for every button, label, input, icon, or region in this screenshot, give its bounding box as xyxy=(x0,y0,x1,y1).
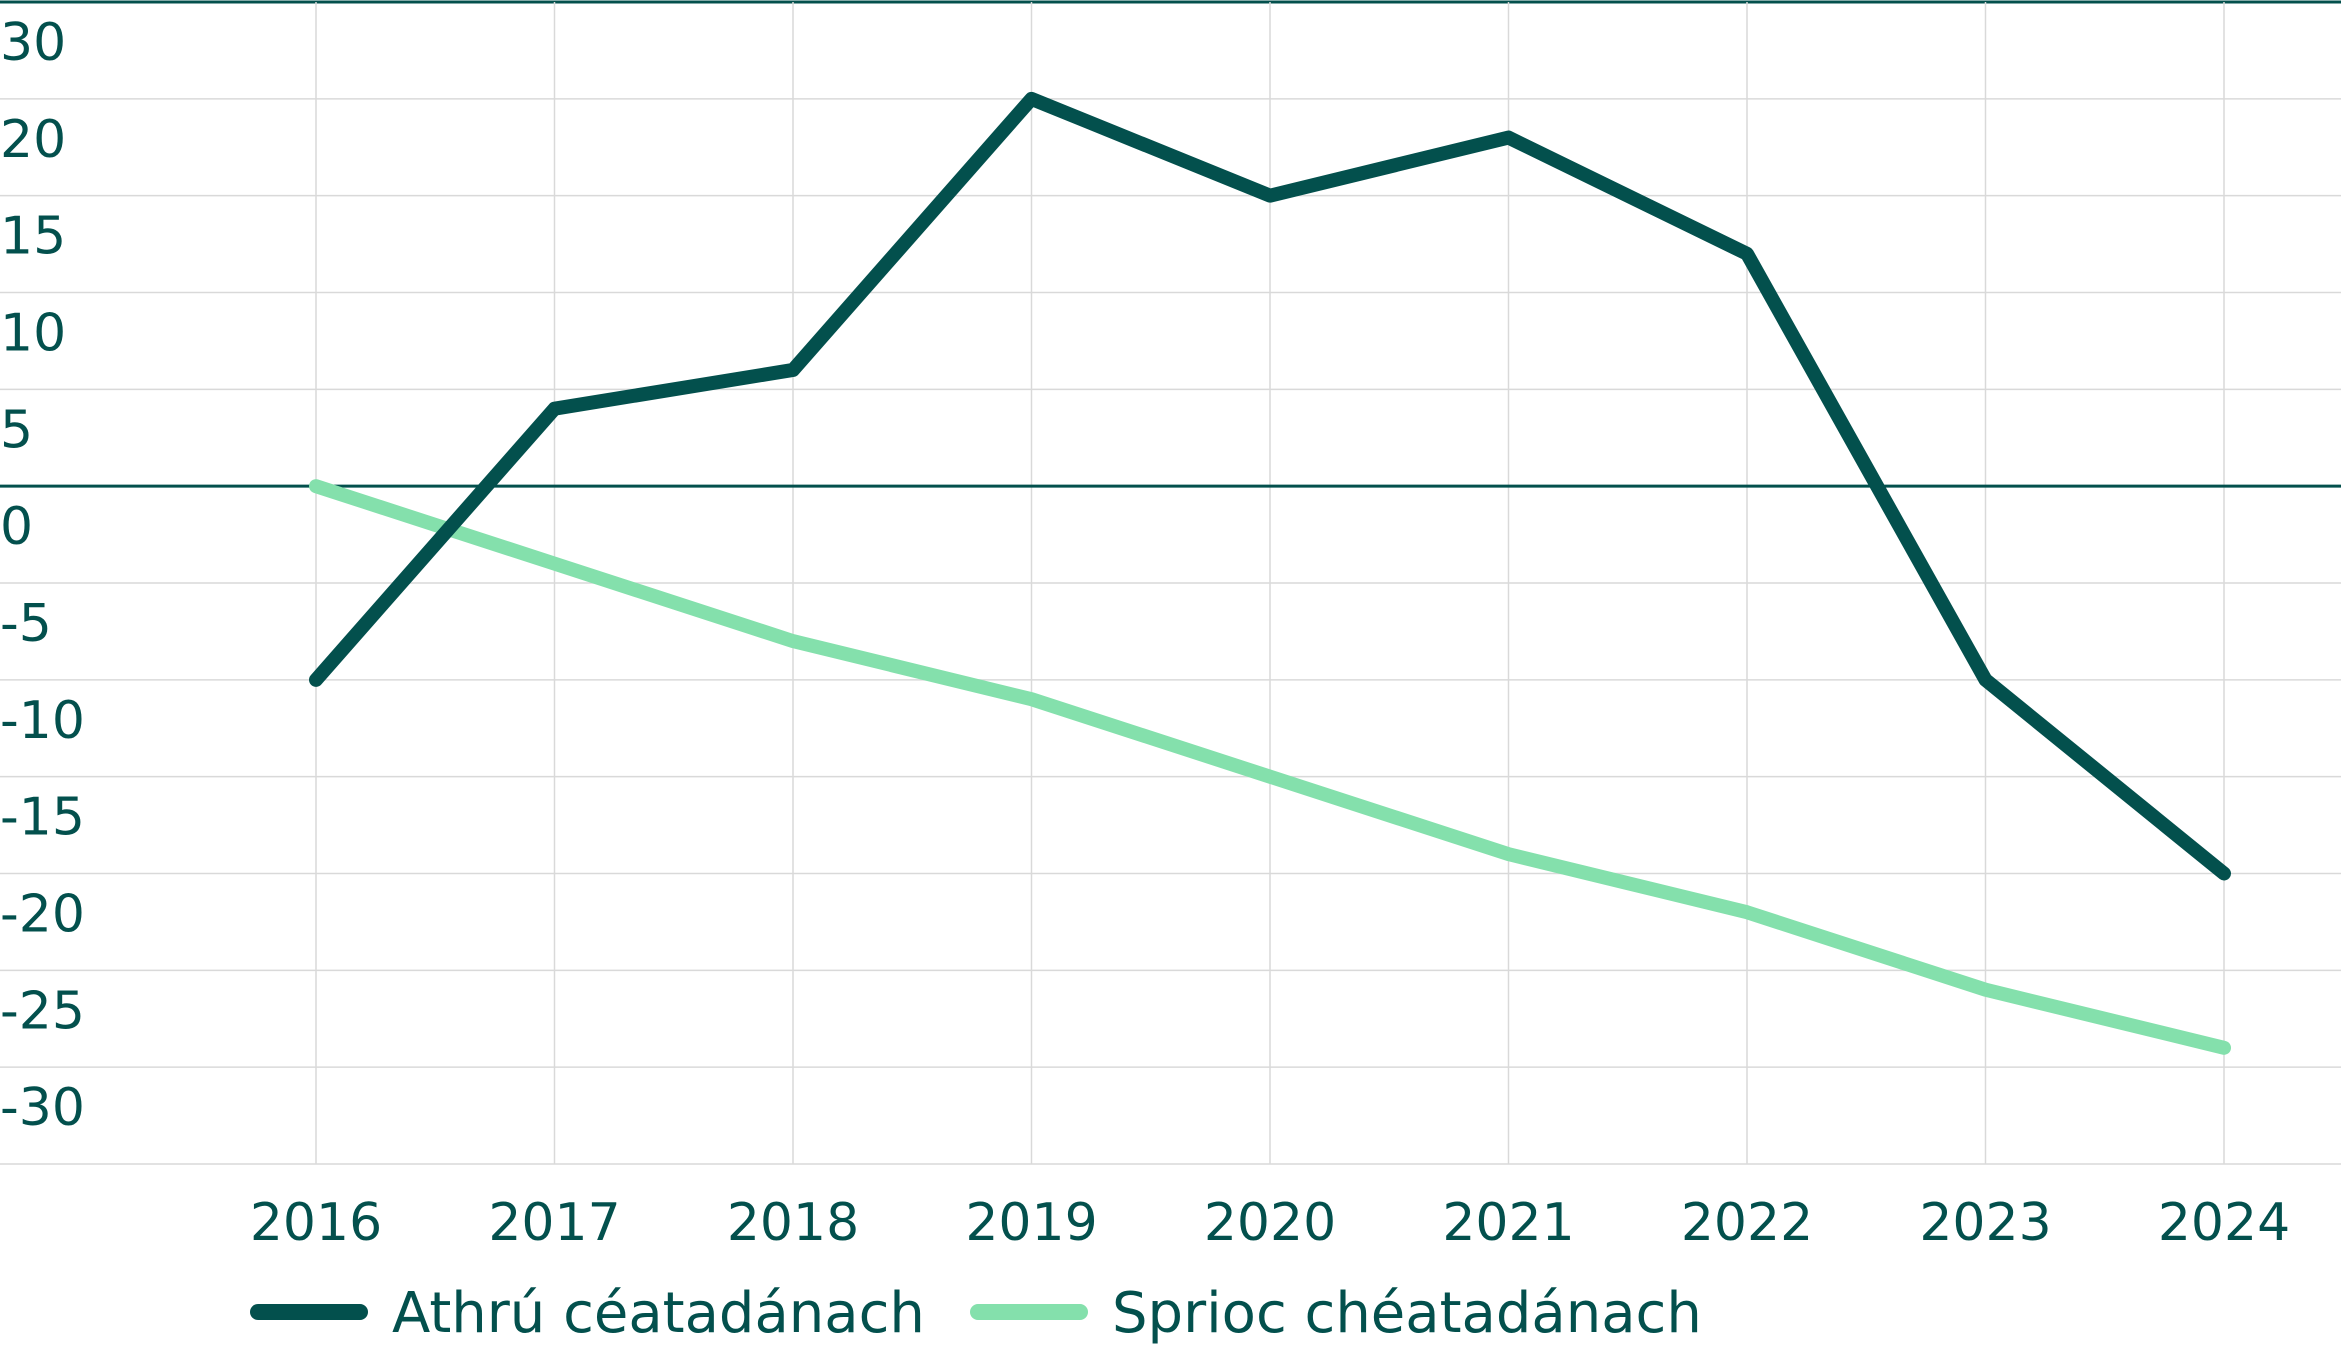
x-tick-label: 2021 xyxy=(1442,1193,1574,1253)
legend: Athrú céatadánach Sprioc chéatadánach xyxy=(250,1281,1702,1346)
grid-lines xyxy=(0,0,2341,1165)
y-tick-label: 5 xyxy=(0,400,33,460)
legend-label: Athrú céatadánach xyxy=(392,1281,925,1346)
y-tick-label: 10 xyxy=(0,304,66,364)
series-lines xyxy=(309,91,2231,1055)
series-line xyxy=(309,479,2231,1055)
x-tick-label: 2020 xyxy=(1204,1193,1336,1253)
y-axis-tick-labels: 30 20 15 10 5 0 -5 -10 -15 -20 -25 -30 xyxy=(0,13,85,1138)
x-tick-label: 2022 xyxy=(1681,1193,1813,1253)
legend-label: Sprioc chéatadánach xyxy=(1112,1281,1702,1346)
legend-item: Athrú céatadánach xyxy=(250,1281,925,1346)
x-tick-label: 2016 xyxy=(250,1193,382,1253)
x-tick-label: 2023 xyxy=(1919,1193,2051,1253)
y-tick-label: 30 xyxy=(0,13,66,73)
y-tick-label: -15 xyxy=(0,788,85,848)
y-tick-label: -5 xyxy=(0,594,52,654)
y-tick-label: -10 xyxy=(0,691,85,751)
x-tick-label: 2017 xyxy=(488,1193,620,1253)
y-tick-label: 15 xyxy=(0,207,66,267)
x-tick-label: 2018 xyxy=(727,1193,859,1253)
series-line xyxy=(309,91,2231,881)
y-tick-label: -30 xyxy=(0,1078,85,1138)
x-tick-label: 2019 xyxy=(965,1193,1097,1253)
x-tick-label: 2024 xyxy=(2158,1193,2290,1253)
x-axis-tick-labels: 2016 2017 2018 2019 2020 2021 2022 2023 2024 xyxy=(250,1193,2290,1253)
y-tick-label: -25 xyxy=(0,981,85,1041)
legend-item: Sprioc chéatadánach xyxy=(970,1281,1702,1346)
y-tick-label: 0 xyxy=(0,497,33,557)
y-tick-label: 20 xyxy=(0,110,66,170)
y-tick-label: -20 xyxy=(0,885,85,945)
